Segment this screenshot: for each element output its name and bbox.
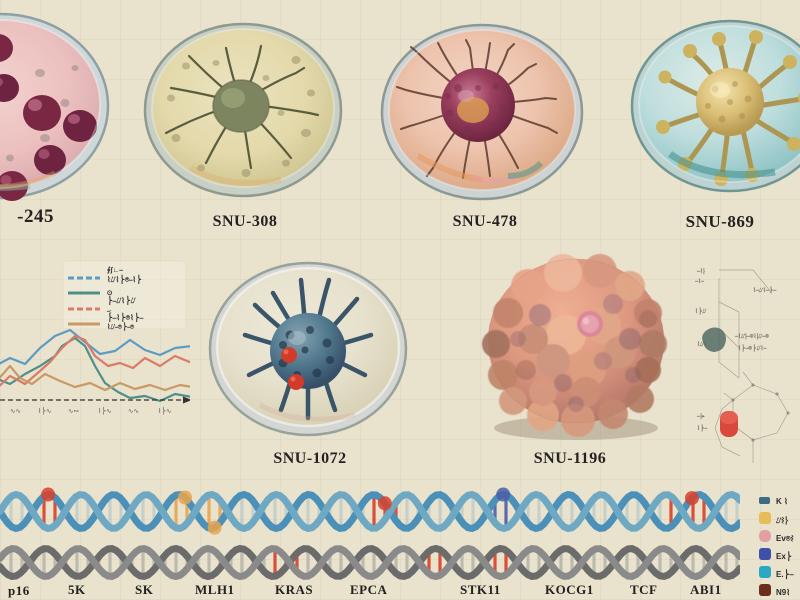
svg-text:∮∫∟⎯: ∮∫∟⎯ [107, 266, 123, 274]
svg-text:⌇⌰⎯⌾⎬⎯⌾: ⌇⌰⎯⌾⎬⎯⌾ [107, 322, 135, 331]
svg-text:⌇⎬∿: ⌇⎬∿ [38, 406, 52, 415]
svg-text:K ⌇: K ⌇ [776, 497, 788, 506]
svg-text:⎯⌇⌰⎬⎯⌾⌇⎬⌰⎯⌾: ⎯⌇⌰⎬⎯⌾⌇⎬⌰⎯⌾ [734, 333, 769, 340]
svg-text:Ex⎬: Ex⎬ [776, 551, 792, 562]
svg-text:∿∿: ∿∿ [10, 408, 21, 415]
svg-text:∿∾: ∿∾ [68, 408, 79, 415]
svg-text:⌇⎬⎯: ⌇⎬⎯ [697, 424, 708, 432]
svg-text:⌇⌰⌇⎬⌾⎯⌇⎬: ⌇⌰⌇⎬⌾⎯⌇⎬ [107, 274, 142, 285]
svg-text:E.⎬⎯: E.⎬⎯ [776, 569, 795, 580]
svg-text:⎬⎯⌇⎬⌾⌇⎬⎯: ⎬⎯⌇⎬⌾⌇⎬⎯ [107, 312, 144, 323]
svg-text:⎯⌇⎯: ⎯⌇⎯ [695, 278, 705, 285]
svg-text:⎬⎯⌰⌇⎬⌰: ⎬⎯⌰⌇⎬⌰ [107, 295, 137, 306]
svg-text:⌇⎯⌰⌇⎯⎬⎯: ⌇⎯⌰⌇⎯⎬⎯ [753, 286, 777, 294]
svg-text:⌇⎬∿: ⌇⎬∿ [158, 406, 172, 415]
svg-text:∿∿: ∿∿ [128, 408, 139, 415]
svg-text:⌇⎬⎯⌾⎬⌰⌇⎯: ⌇⎬⎯⌾⎬⌰⌇⎯ [738, 344, 767, 352]
svg-text:⌇⎬⌰: ⌇⎬⌰ [695, 307, 707, 315]
svg-text:⎯⎬▸: ⎯⎬▸ [696, 413, 705, 420]
svg-text:⌰⌇⎬: ⌰⌇⎬ [775, 516, 788, 525]
svg-text:Ev⌾⌇: Ev⌾⌇ [776, 534, 794, 543]
svg-text:⎯⌇⎬: ⎯⌇⎬ [696, 268, 705, 275]
svg-text:⌇⎬∿: ⌇⎬∿ [98, 406, 112, 415]
